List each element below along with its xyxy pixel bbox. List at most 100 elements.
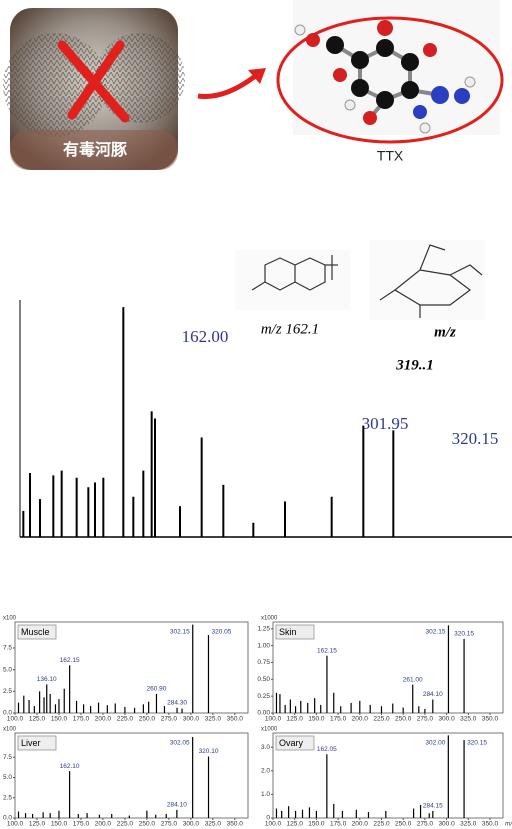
x-tick-label: 150.0	[308, 716, 325, 723]
scale-label: x1000	[261, 727, 278, 733]
y-tick-label: 0.25	[257, 693, 270, 700]
toxin-label: TTX	[377, 148, 404, 164]
x-tick-label: 175.0	[73, 821, 90, 828]
arrow	[197, 72, 260, 100]
y-tick-label: 2.5	[3, 794, 12, 801]
peak-label: 302.15	[426, 629, 446, 636]
plot-frame	[272, 621, 504, 714]
x-tick-label: 350.0	[227, 821, 244, 828]
panel-title: Ovary	[279, 738, 304, 748]
x-tick-label: 225.0	[117, 716, 134, 723]
y-tick-label: 0.0	[3, 710, 12, 717]
x-tick-label: 175.0	[330, 716, 347, 723]
y-tick-label: 0.0	[3, 815, 12, 822]
panel-title: Liver	[21, 738, 41, 748]
scale-label: x100	[3, 616, 17, 622]
x-tick-label: 125.0	[29, 821, 46, 828]
structure-label: 319..1	[395, 357, 434, 373]
plot-frame	[14, 732, 249, 819]
x-tick-label: 350.0	[227, 716, 244, 723]
peak-label: 284.10	[423, 691, 443, 698]
panel-title-box	[17, 735, 57, 751]
x-tick-label: 200.0	[352, 821, 369, 828]
y-tick-label: 0.50	[257, 676, 270, 683]
x-tick-label: 300.0	[438, 821, 455, 828]
y-tick-label: 0	[266, 815, 270, 822]
x-tick-label: 200.0	[95, 716, 112, 723]
peak-label: 284.10	[167, 802, 187, 809]
peak-label: 162.15	[60, 657, 80, 664]
x-axis-label: m/z	[505, 821, 512, 828]
x-tick-label: 275.0	[161, 716, 178, 723]
x-tick-label: 100.0	[7, 716, 24, 723]
peak-label: 136.10	[37, 676, 57, 683]
structure-162	[235, 250, 350, 310]
x-tick-label: 100.0	[265, 821, 282, 828]
x-tick-label: 275.0	[161, 821, 178, 828]
y-tick-label: 3.0	[261, 744, 270, 751]
x-tick-label: 225.0	[373, 716, 390, 723]
y-tick-label: 0.75	[257, 659, 270, 666]
x-tick-label: 200.0	[95, 821, 112, 828]
panel-title-box	[275, 735, 315, 751]
x-tick-label: 300.0	[183, 716, 200, 723]
molecule	[276, 0, 504, 144]
panel-title: Skin	[279, 627, 297, 637]
peak-label: 284.15	[423, 803, 443, 810]
y-tick-label: 1.0	[261, 791, 270, 798]
peak-label: 302.00	[425, 740, 445, 747]
x-tick-label: 250.0	[395, 821, 412, 828]
scale-label: x1000	[261, 616, 278, 622]
peak-label: 261.00	[403, 676, 423, 683]
panel-title-box	[275, 624, 315, 640]
panel-title-box	[17, 624, 57, 640]
y-tick-label: 7.5	[3, 754, 12, 761]
peak-annotation: 301.95	[362, 414, 409, 433]
y-tick-label: 2.0	[261, 767, 270, 774]
peak-label: 302.05	[170, 740, 190, 747]
x-tick-label: 325.0	[205, 821, 222, 828]
x-tick-label: 150.0	[308, 821, 325, 828]
x-tick-label: 175.0	[73, 716, 90, 723]
x-tick-label: 200.0	[352, 716, 369, 723]
pufferfish-photo: 有毒河豚	[3, 8, 185, 170]
plot-frame	[272, 732, 504, 819]
x-tick-label: 175.0	[330, 821, 347, 828]
peak-label: 162.10	[60, 763, 80, 770]
panel-title: Muscle	[21, 627, 50, 637]
peak-label: 284.30	[167, 700, 187, 707]
arrow-head	[248, 68, 266, 84]
x-tick-label: 300.0	[438, 716, 455, 723]
peak-label: 260.90	[147, 686, 167, 693]
structure-label: m/z 162.1	[261, 321, 319, 337]
x-tick-label: 125.0	[29, 716, 46, 723]
x-tick-label: 125.0	[287, 821, 304, 828]
y-tick-label: 5.0	[3, 666, 12, 673]
x-tick-label: 225.0	[117, 821, 134, 828]
x-tick-label: 250.0	[395, 716, 412, 723]
x-tick-label: 150.0	[51, 716, 68, 723]
y-tick-label: 0.00	[257, 710, 270, 717]
x-tick-label: 275.0	[417, 821, 434, 828]
peak-label: 320.10	[199, 748, 219, 755]
x-tick-label: 225.0	[373, 821, 390, 828]
peak-label: 320.15	[454, 631, 474, 638]
peak-label: 162.05	[317, 746, 337, 753]
x-tick-label: 100.0	[7, 821, 24, 828]
y-tick-label: 7.5	[3, 645, 12, 652]
peak-annotation: 320.15	[452, 429, 499, 448]
y-tick-label: 2.5	[3, 688, 12, 695]
x-tick-label: 300.0	[183, 821, 200, 828]
x-tick-label: 325.0	[205, 716, 222, 723]
structure-label: m/z	[434, 324, 456, 340]
peak-label: 320.15	[467, 740, 487, 747]
peak-label: 320.05	[211, 629, 231, 636]
plot-frame	[14, 621, 249, 714]
x-tick-label: 325.0	[460, 716, 477, 723]
y-tick-label: 1.25	[257, 625, 270, 632]
peak-label: 162.15	[317, 647, 337, 654]
peak-label: 302.15	[170, 629, 190, 636]
y-tick-label: 1.00	[257, 642, 270, 649]
peak-annotation: 162.00	[182, 327, 229, 346]
